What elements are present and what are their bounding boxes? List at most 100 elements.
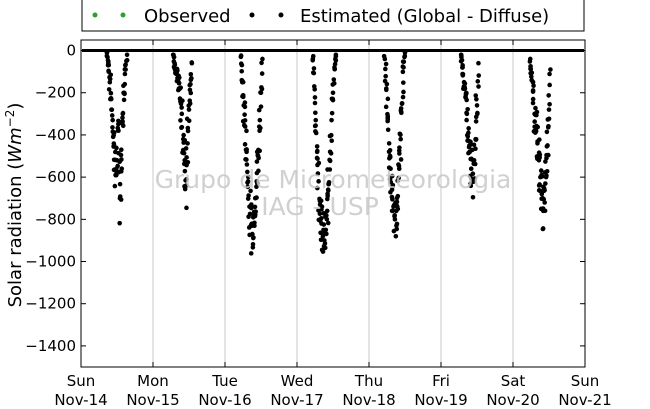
- data-point: [320, 233, 326, 239]
- plot-frame: [80, 39, 586, 368]
- data-point: [401, 89, 406, 95]
- data-point: [115, 163, 120, 169]
- data-point: [185, 141, 190, 146]
- data-point: [397, 145, 402, 150]
- data-point: [461, 79, 467, 85]
- data-point: [460, 65, 465, 70]
- data-point: [388, 166, 393, 171]
- y-tick-label: −800: [35, 210, 76, 228]
- data-point: [528, 66, 534, 72]
- x-tick-label-day: Tue: [211, 372, 238, 390]
- x-tick-label-day: Sun: [67, 372, 96, 390]
- data-point: [473, 146, 478, 152]
- data-point: [459, 57, 465, 63]
- data-point: [464, 90, 469, 96]
- data-point: [109, 113, 115, 118]
- data-point: [247, 204, 252, 209]
- data-point: [537, 182, 542, 187]
- data-point: [466, 130, 471, 136]
- data-point: [250, 245, 256, 250]
- data-point: [240, 94, 246, 100]
- data-point: [464, 117, 469, 123]
- data-point: [466, 126, 471, 131]
- data-point: [328, 132, 334, 138]
- data-point: [248, 223, 254, 228]
- y-tick-label: 0: [66, 42, 76, 60]
- data-point: [122, 81, 128, 87]
- x-tick-label-date: Nov-15: [126, 391, 179, 409]
- data-point: [390, 208, 396, 214]
- data-point: [260, 56, 265, 62]
- data-point: [185, 128, 191, 134]
- data-point: [474, 97, 479, 102]
- data-point: [181, 132, 186, 138]
- data-point: [538, 174, 543, 180]
- data-point: [537, 152, 543, 158]
- y-axis-label-prefix: Solar radiation (: [5, 163, 26, 308]
- data-point: [250, 231, 255, 237]
- data-point: [182, 186, 188, 192]
- watermark-line-1: Grupo de Micrometeorologia: [155, 165, 512, 194]
- data-point: [247, 211, 253, 217]
- data-point: [473, 119, 479, 124]
- data-point: [117, 220, 122, 226]
- data-point: [542, 200, 547, 205]
- data-point: [396, 166, 402, 171]
- data-point: [108, 72, 114, 78]
- data-point: [106, 60, 111, 66]
- y-tick-label: −600: [35, 168, 76, 186]
- data-point: [530, 96, 536, 102]
- y-tick-label: −200: [35, 84, 76, 102]
- data-point: [329, 138, 335, 144]
- data-point: [108, 90, 114, 96]
- data-point: [316, 179, 321, 184]
- data-point: [315, 156, 320, 161]
- data-point: [458, 52, 464, 58]
- data-point: [331, 77, 337, 82]
- legend-observed-marker: [120, 12, 126, 18]
- data-point: [313, 123, 318, 128]
- data-point: [110, 117, 115, 123]
- data-point: [239, 62, 245, 68]
- data-point: [385, 96, 391, 102]
- data-point: [179, 105, 184, 110]
- data-point: [259, 86, 265, 92]
- data-point: [112, 183, 118, 189]
- data-point: [189, 60, 195, 66]
- data-point: [394, 221, 400, 227]
- data-point: [529, 77, 535, 83]
- data-point: [252, 195, 258, 201]
- data-point: [475, 110, 480, 116]
- data-point: [386, 141, 392, 146]
- data-point: [319, 215, 324, 221]
- y-axis-label-exponent: −2: [3, 110, 17, 128]
- x-tick-label-date: Nov-20: [486, 391, 539, 409]
- data-point: [114, 157, 120, 163]
- data-point: [257, 148, 262, 154]
- data-point: [252, 220, 257, 226]
- data-point: [546, 107, 552, 112]
- data-point: [104, 50, 110, 55]
- data-point: [528, 74, 534, 79]
- data-point: [244, 162, 250, 167]
- data-point: [315, 171, 321, 176]
- data-point: [472, 161, 478, 167]
- data-point: [540, 226, 546, 232]
- data-point: [546, 93, 551, 98]
- x-tick-label-date: Nov-21: [558, 391, 611, 409]
- data-point: [392, 217, 398, 222]
- data-point: [117, 181, 123, 187]
- legend-estimated-label: Estimated (Global - Diffuse): [300, 6, 549, 27]
- data-point: [312, 95, 318, 100]
- data-point: [401, 59, 407, 65]
- data-point: [180, 136, 186, 142]
- data-point: [254, 159, 260, 164]
- data-point: [467, 149, 473, 155]
- data-point: [476, 60, 481, 66]
- data-point: [383, 61, 389, 67]
- data-point: [259, 71, 265, 76]
- data-point: [259, 60, 264, 66]
- data-point: [188, 82, 193, 87]
- data-point: [239, 79, 245, 85]
